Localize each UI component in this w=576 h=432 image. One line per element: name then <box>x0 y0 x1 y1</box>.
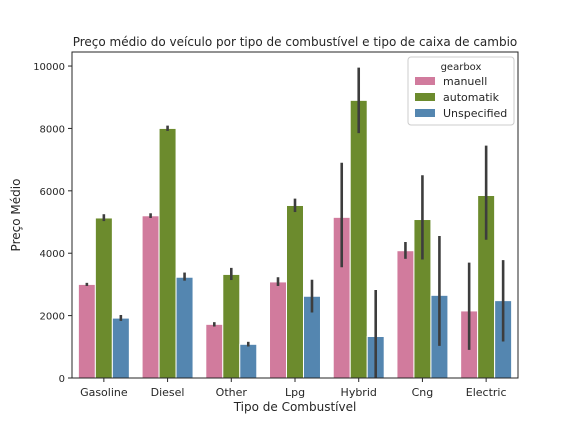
legend-label-automatik: automatik <box>443 91 500 104</box>
chart-title: Preço médio do veículo por tipo de combu… <box>73 35 518 49</box>
x-axis: Gasoline Diesel Other Lpg Hybrid Cng Electric <box>80 378 507 399</box>
bars-layer <box>77 99 513 379</box>
x-tick-label: Diesel <box>151 386 185 399</box>
y-tick-label: 10000 <box>33 62 65 73</box>
bar-manuell-other <box>205 323 224 379</box>
bar-automatik-hybrid <box>349 99 368 379</box>
x-tick-label: Lpg <box>285 386 305 399</box>
bar-automatik-diesel <box>158 127 177 379</box>
legend-items: manuell automatik Unspecified <box>415 75 507 120</box>
x-axis-label: Tipo de Combustível <box>233 400 357 414</box>
x-tick-label: Electric <box>466 386 507 399</box>
y-axis-label: Preço Médio <box>9 179 23 252</box>
bar-automatik-other <box>222 273 241 379</box>
y-tick-label: 0 <box>59 374 65 385</box>
legend-box <box>407 56 515 126</box>
bar-automatik-lpg <box>286 204 304 379</box>
legend: gearbox manuell automatik Unspecified <box>407 56 515 126</box>
y-axis: 0 2000 4000 6000 8000 10000 <box>33 62 72 385</box>
legend-label-unspecified: Unspecified <box>443 107 507 120</box>
x-tick-label: Hybrid <box>341 386 377 399</box>
y-tick-label: 4000 <box>40 249 65 260</box>
legend-swatch-manuell <box>415 77 435 85</box>
x-tick-label: Cng <box>412 386 434 399</box>
x-tick-label: Gasoline <box>80 386 128 399</box>
bar-automatik-gasoline <box>94 217 113 379</box>
bar-manuell-lpg <box>269 281 288 379</box>
bar-manuell-diesel <box>141 215 160 379</box>
legend-swatch-unspecified <box>415 109 435 117</box>
error-bars-layer <box>85 67 505 378</box>
y-tick-label: 2000 <box>40 312 65 323</box>
bar-unspecified-gasoline <box>111 317 130 379</box>
y-tick-label: 6000 <box>40 187 65 198</box>
legend-label-manuell: manuell <box>443 75 487 88</box>
bar-manuell-gasoline <box>77 283 96 379</box>
bar-unspecified-other <box>239 343 258 379</box>
bar-unspecified-diesel <box>175 276 194 379</box>
y-tick-label: 8000 <box>40 124 65 135</box>
bar-manuell-cng <box>396 250 415 379</box>
x-tick-label: Other <box>216 386 248 399</box>
legend-swatch-automatik <box>415 93 435 101</box>
legend-title: gearbox <box>441 62 482 73</box>
